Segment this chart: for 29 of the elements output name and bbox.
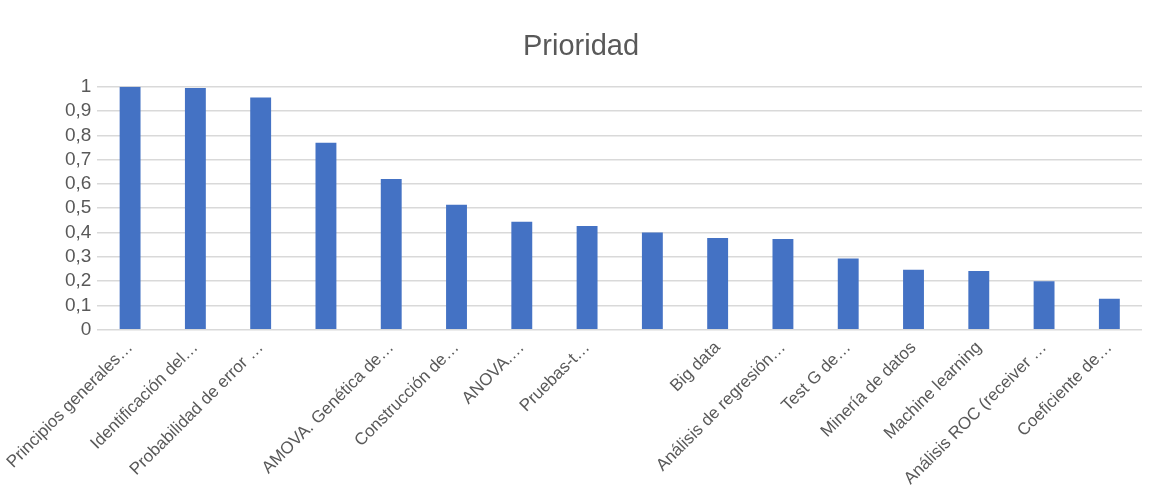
- bar: [511, 221, 533, 329]
- y-tick-label: 0,7: [65, 147, 92, 169]
- bar: [119, 86, 141, 329]
- y-tick-label: 0,4: [65, 220, 92, 242]
- bar: [184, 88, 206, 329]
- y-tick-label: 0,1: [65, 293, 92, 315]
- bar: [380, 179, 402, 329]
- bar: [837, 258, 859, 329]
- bar: [968, 271, 990, 329]
- bar: [772, 239, 794, 329]
- y-tick-label: 1: [80, 75, 92, 97]
- bar: [707, 238, 729, 329]
- bar: [641, 232, 663, 329]
- bar: [576, 225, 598, 329]
- y-tick-label: 0,8: [65, 123, 92, 145]
- bar: [903, 269, 924, 329]
- bar: [1033, 281, 1055, 329]
- y-tick-label: 0,9: [65, 99, 92, 121]
- bar: [315, 142, 337, 329]
- y-tick-label: 0,3: [65, 245, 92, 267]
- x-tick-label: Big data: [666, 337, 725, 396]
- y-tick-label: 0,6: [65, 172, 92, 194]
- y-tick-label: 0: [80, 317, 92, 339]
- chart-title: Prioridad: [522, 29, 640, 62]
- bar: [446, 204, 467, 329]
- bar: [1098, 298, 1120, 329]
- y-tick-label: 0,2: [65, 269, 92, 291]
- bar: [250, 97, 272, 329]
- y-tick-label: 0,5: [65, 196, 92, 218]
